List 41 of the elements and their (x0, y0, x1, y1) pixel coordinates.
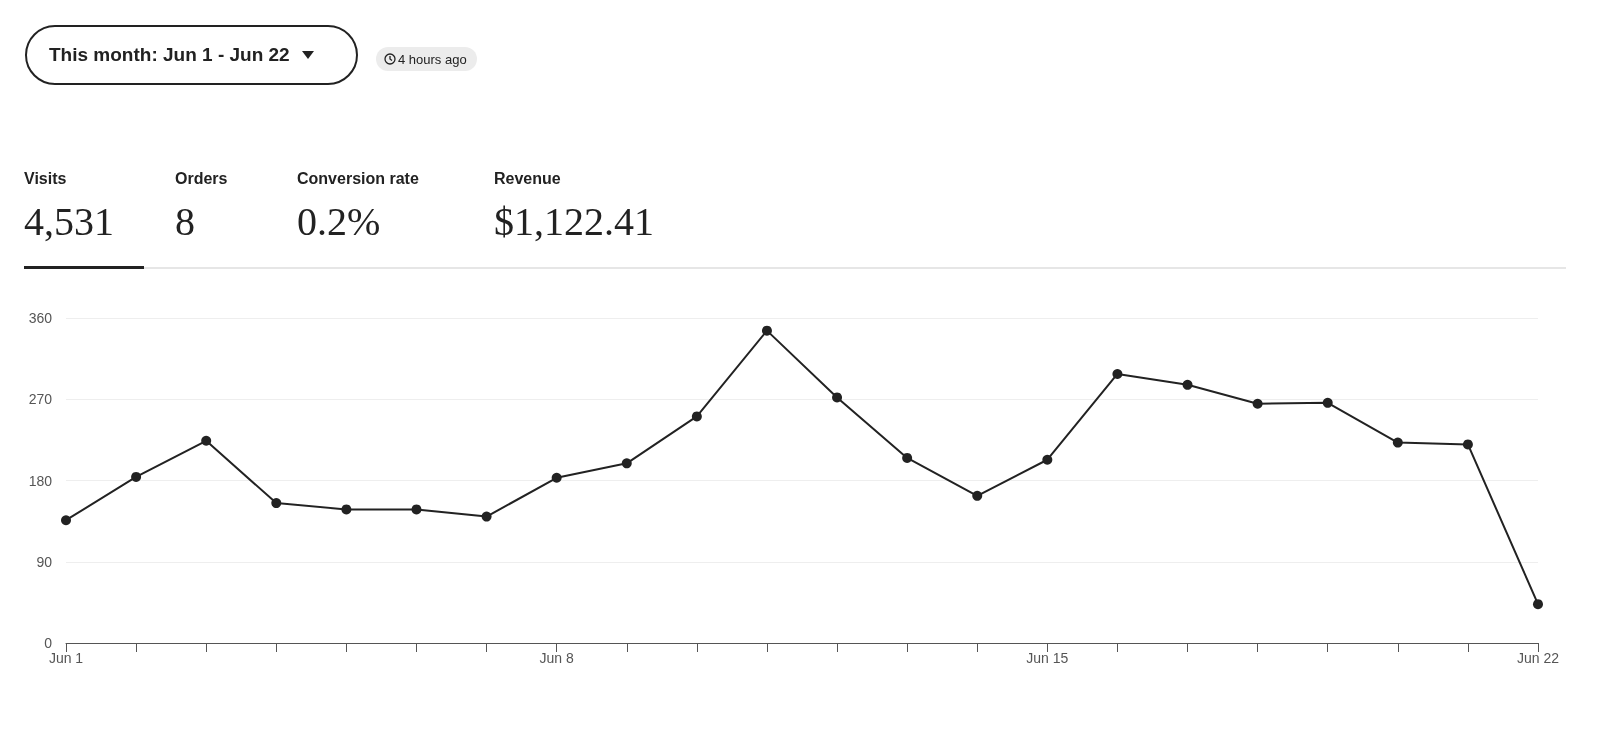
point (1322, 397, 1333, 408)
text: Visits (24, 170, 68, 188)
point (1182, 379, 1193, 390)
point (481, 511, 492, 522)
point (832, 392, 843, 403)
y-tick-label: 90 (36, 553, 53, 570)
point (902, 452, 913, 463)
point (551, 472, 562, 483)
point (1042, 454, 1053, 465)
text: 4 hours ago (398, 51, 467, 67)
point (131, 471, 142, 482)
point (201, 435, 212, 446)
point (271, 498, 282, 509)
point (1112, 368, 1123, 379)
text: 8 (175, 198, 196, 245)
y-tick-label: 360 (28, 310, 53, 326)
text: Orders (175, 170, 228, 188)
x-tick-label: Jun 15 (1026, 650, 1069, 666)
text: 4,531 (24, 198, 114, 245)
text: Revenue (494, 170, 562, 188)
point (411, 504, 422, 515)
y-tick-label: 270 (28, 391, 53, 408)
text: This month: Jun 1 - Jun 22 (49, 44, 290, 66)
point (621, 458, 632, 469)
point (1462, 439, 1473, 450)
x-tick-label: Jun 22 (1516, 650, 1560, 666)
y-tick-label: 180 (28, 472, 53, 489)
x-tick-label: Jun 1 (48, 650, 84, 666)
text: $1,122.41 (494, 198, 654, 245)
x-tick-label: Jun 8 (539, 650, 574, 666)
text: 0.2% (297, 198, 382, 245)
point (61, 515, 71, 526)
point (761, 325, 772, 336)
point (341, 504, 352, 515)
point (1392, 437, 1403, 448)
text: Conversion rate (297, 170, 419, 188)
y-tick-label: 0 (44, 635, 53, 651)
point (1252, 398, 1263, 409)
point (691, 411, 702, 422)
point (972, 490, 983, 501)
point (1533, 599, 1543, 610)
